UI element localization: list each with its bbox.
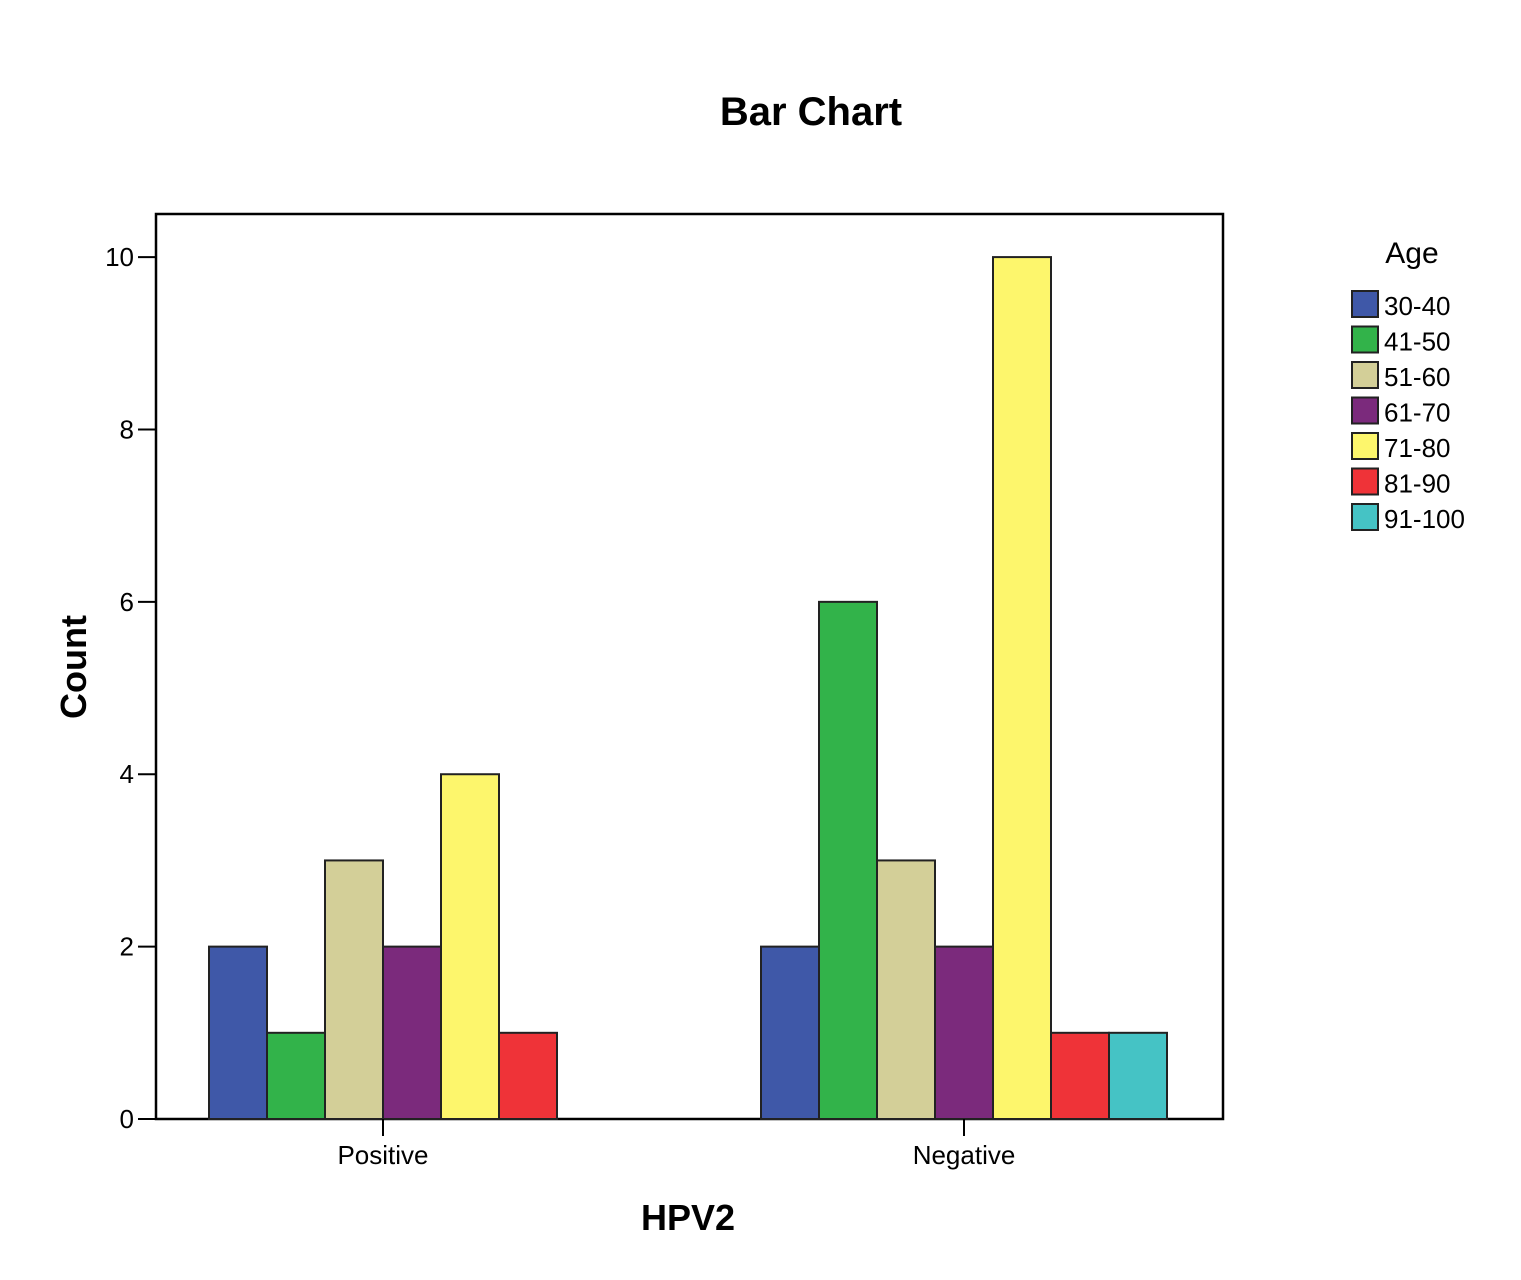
legend-label: 51-60 [1384, 362, 1451, 392]
bar-0-61-70 [382, 945, 442, 1120]
y-tick-label: 10 [105, 242, 134, 272]
x-tick-label: Negative [913, 1140, 1016, 1170]
legend-label: 91-100 [1384, 504, 1465, 534]
bar-0-71-80 [440, 773, 500, 1120]
y-tick-label: 4 [120, 759, 134, 789]
y-tick-label: 2 [120, 932, 134, 962]
bar-1-91-100 [1108, 1031, 1168, 1121]
legend-swatch [1351, 290, 1379, 318]
y-tick-label: 6 [120, 587, 134, 617]
bar-0-51-60 [324, 859, 384, 1121]
bar-0-81-90 [498, 1031, 558, 1121]
legend-label: 71-80 [1384, 433, 1451, 463]
bar-0-30-40 [208, 945, 268, 1120]
y-axis-label: Count [53, 615, 94, 719]
bar-0-41-50 [266, 1031, 326, 1121]
bar-1-51-60 [876, 859, 936, 1121]
legend-swatch [1351, 503, 1379, 531]
legend-swatch [1351, 432, 1379, 460]
y-tick-label: 0 [120, 1104, 134, 1134]
legend-swatch [1351, 396, 1379, 425]
plot-frame [154, 212, 1225, 1121]
legend-swatch [1351, 361, 1379, 389]
y-tick-label: 8 [120, 414, 134, 444]
plot-area: 0 2 4 6 8 10 Positive Negative [105, 212, 1225, 1170]
bar-1-61-70 [934, 945, 994, 1120]
legend-swatch [1351, 467, 1379, 496]
bar-1-41-50 [818, 600, 878, 1120]
chart-title: Bar Chart [720, 90, 902, 134]
legend-label: 30-40 [1384, 291, 1451, 321]
bar-1-81-90 [1050, 1031, 1110, 1121]
x-tick-label: Positive [337, 1140, 428, 1170]
legend-label: 81-90 [1384, 469, 1451, 499]
x-axis-label: HPV2 [641, 1197, 735, 1238]
legend-label: 41-50 [1384, 327, 1451, 357]
legend: Age 30-40 41-50 51-60 61-70 71-80 81-90 91-100 [1351, 237, 1465, 534]
bar-1-30-40 [760, 945, 820, 1120]
legend-title: Age [1385, 237, 1438, 270]
bar-1-71-80 [992, 256, 1052, 1121]
legend-swatch [1351, 325, 1379, 354]
legend-label: 61-70 [1384, 398, 1451, 428]
